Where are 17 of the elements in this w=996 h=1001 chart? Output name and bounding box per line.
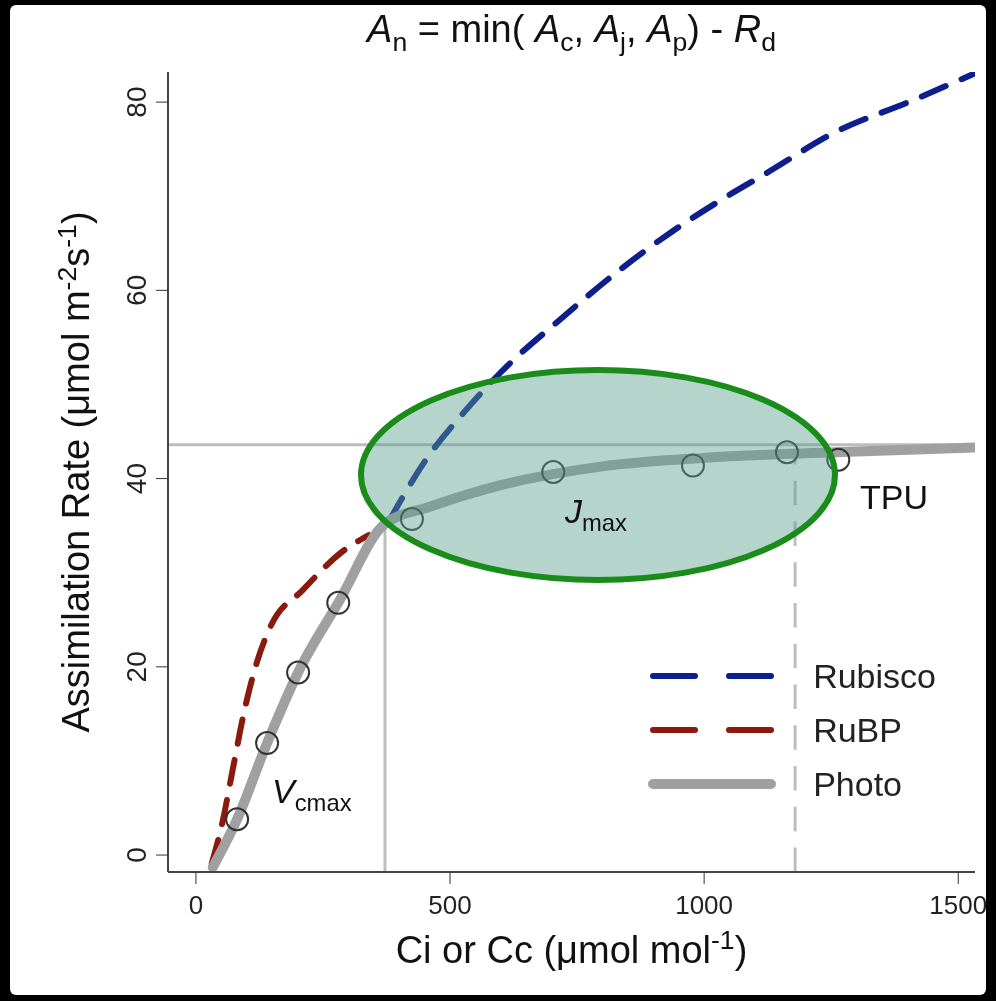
y-tick-label: 20 [121, 651, 152, 683]
chart-title: A$_{n}$ = min( A$_{c}$, A$_{j}$, A$_{p}$) - R$_{d}$ [367, 8, 776, 57]
y-tick-label: 40 [121, 463, 152, 495]
legend-label: Photo [813, 764, 903, 804]
y-tick-label: 60 [121, 274, 152, 306]
x-tick-label: 1500 [929, 890, 988, 920]
legend-label: Rubisco [813, 656, 936, 696]
x-tick-label: 500 [428, 890, 472, 920]
legend-label: RuBP [813, 710, 902, 750]
y-tick-label: 0 [121, 847, 152, 863]
x-tick-label: 1000 [675, 890, 734, 920]
x-tick-label: 0 [188, 890, 204, 920]
annotation: V$_{cmax}$ [272, 772, 352, 816]
annotation: J$_{max}$ [565, 492, 627, 536]
annotation: TPU [860, 478, 928, 516]
y-tick-label: 80 [121, 86, 152, 118]
x-axis-title: Ci or Cc (μmol mol$^{-1}$) [395, 925, 748, 971]
